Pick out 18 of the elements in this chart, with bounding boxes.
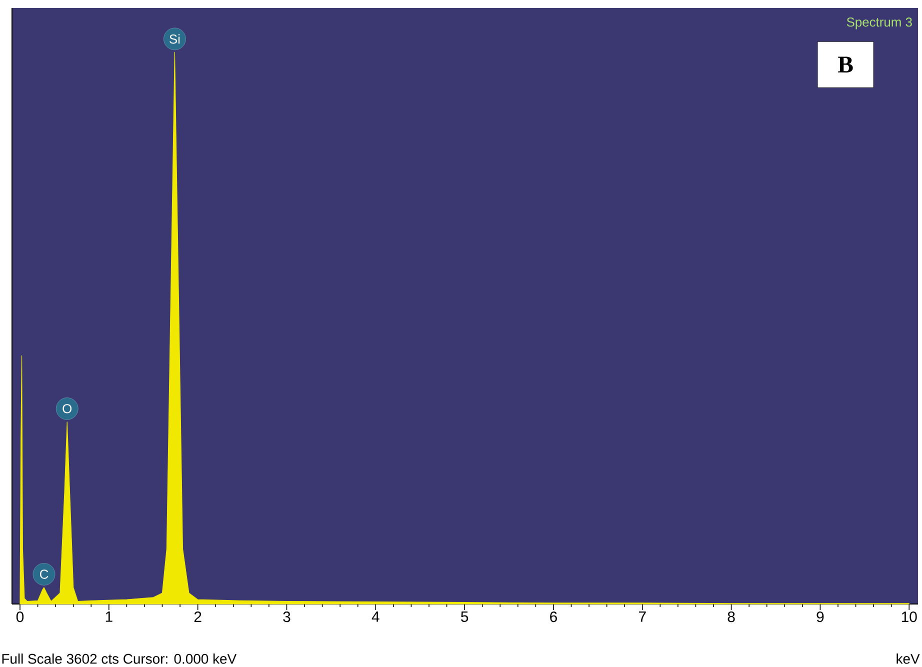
text: Full Scale 3602 cts Cursor: 0.000 keV: [2, 654, 237, 664]
x-tick-label: 2: [194, 612, 202, 622]
x-tick-label: 10: [902, 612, 917, 622]
x-tick-label: 9: [816, 612, 824, 622]
x-tick-label: 3: [283, 612, 290, 622]
annotation: Si: [170, 34, 180, 44]
x-tick-label: 4: [372, 612, 380, 622]
annotation: B: [838, 56, 853, 72]
x-tick-label: 0: [16, 612, 24, 622]
text: Spectrum 3: [846, 18, 912, 30]
x-tick-label: 5: [461, 612, 468, 622]
x-tick-label: 1: [106, 612, 112, 622]
x-tick-label: 7: [638, 612, 646, 622]
annotation: O: [62, 404, 72, 414]
x-tick-label: 6: [550, 612, 557, 622]
annotation: C: [40, 570, 48, 579]
x-axis-title: keV: [896, 654, 920, 664]
x-tick-label: 8: [728, 612, 735, 622]
